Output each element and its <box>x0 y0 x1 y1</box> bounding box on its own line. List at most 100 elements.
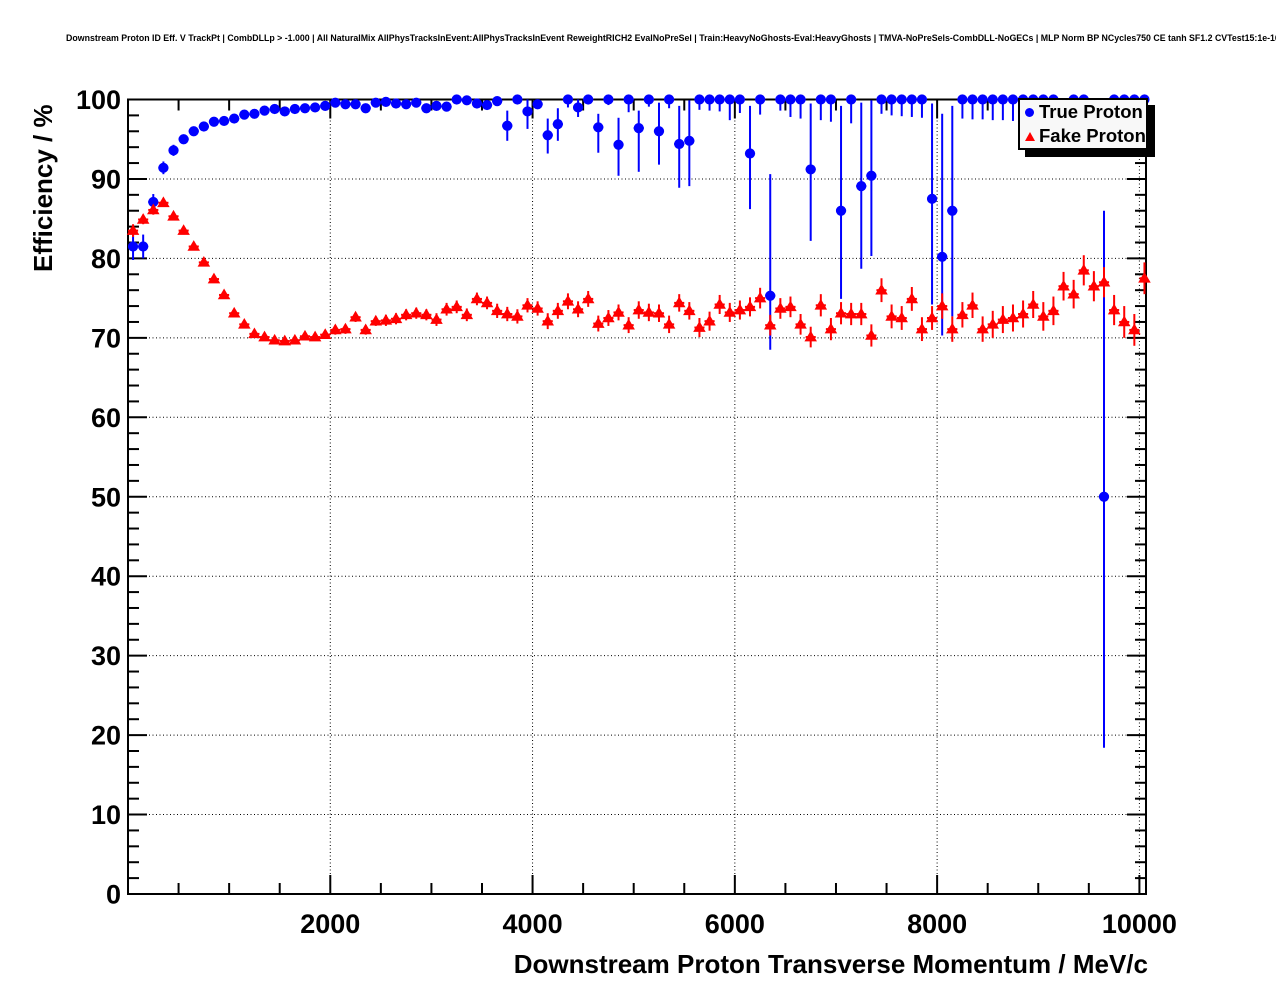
data-point <box>866 170 877 181</box>
y-tick-label: 50 <box>91 482 121 512</box>
data-point <box>289 103 300 115</box>
data-point <box>653 126 665 137</box>
data-point <box>177 224 190 235</box>
data-point <box>835 205 847 216</box>
data-point <box>906 94 917 105</box>
data-point <box>208 116 220 127</box>
data-point <box>512 94 523 105</box>
data-point <box>168 145 179 156</box>
y-tick-label: 60 <box>91 403 121 433</box>
data-point <box>1098 491 1110 502</box>
data-point <box>329 323 342 335</box>
data-point <box>795 94 806 105</box>
data-point <box>915 322 929 334</box>
legend[interactable]: True Proton Fake Proton <box>1018 98 1148 150</box>
data-point <box>662 317 676 329</box>
legend-label-fake-proton: Fake Proton <box>1039 125 1146 146</box>
data-point <box>178 134 189 145</box>
data-point <box>581 292 595 304</box>
data-point <box>794 317 807 329</box>
data-point <box>583 94 594 105</box>
y-tick-labels: 0 10 20 30 40 50 60 70 80 90 100 <box>76 85 121 910</box>
data-point <box>157 196 170 208</box>
data-point <box>217 288 231 300</box>
data-point <box>501 307 514 319</box>
data-point <box>825 94 837 105</box>
data-point <box>956 308 969 320</box>
data-point <box>480 296 494 308</box>
data-point <box>774 302 787 313</box>
data-point <box>865 329 878 340</box>
data-point <box>947 205 958 216</box>
data-point <box>167 209 180 221</box>
data-point <box>229 113 240 124</box>
data-point <box>674 138 685 150</box>
data-point <box>541 314 555 326</box>
data-point <box>430 313 443 324</box>
data-point <box>158 162 169 173</box>
data-point <box>269 103 280 115</box>
data-point <box>268 333 281 345</box>
data-point <box>502 120 513 131</box>
x-tick-label: 6000 <box>705 909 765 939</box>
data-point <box>572 102 584 113</box>
data-point <box>592 317 605 328</box>
data-point <box>693 321 706 332</box>
data-point <box>966 298 979 310</box>
true-proton-marker-icon <box>1025 107 1034 117</box>
x-tick-labels: 2000 4000 6000 8000 10000 <box>300 909 1177 939</box>
data-point <box>713 298 726 309</box>
data-point <box>885 310 898 321</box>
legend-entry-fake-proton[interactable]: Fake Proton <box>1020 124 1146 148</box>
data-point <box>451 94 462 105</box>
data-point <box>187 240 201 251</box>
data-point <box>834 306 848 318</box>
data-point <box>562 94 574 105</box>
data-point <box>380 96 392 107</box>
data-point <box>531 302 544 313</box>
data-point <box>612 306 625 317</box>
data-point <box>359 323 372 335</box>
data-point <box>844 307 858 319</box>
data-point <box>642 306 656 317</box>
data-point <box>895 311 908 323</box>
data-point <box>622 318 635 330</box>
data-point <box>542 130 553 141</box>
data-point <box>1117 315 1131 327</box>
x-tick-label: 10000 <box>1102 909 1177 939</box>
data-point <box>511 310 524 321</box>
y-tick-label: 40 <box>91 562 121 592</box>
data-point <box>1128 323 1141 335</box>
data-point <box>127 241 139 252</box>
data-point <box>207 272 221 284</box>
data-point <box>401 99 412 110</box>
data-point <box>704 94 715 105</box>
data-point <box>996 313 1010 324</box>
data-point <box>613 139 624 150</box>
data-point <box>258 330 271 342</box>
data-point <box>299 103 311 114</box>
data-point <box>308 330 322 342</box>
data-point <box>1006 311 1020 323</box>
fake-proton-marker-icon <box>1024 131 1035 141</box>
data-point <box>643 94 654 105</box>
data-point <box>1107 303 1121 315</box>
data-point <box>886 94 897 105</box>
y-tick-label: 80 <box>91 244 121 274</box>
data-point <box>492 95 503 107</box>
data-point <box>743 300 757 312</box>
data-point <box>259 105 270 116</box>
data-point <box>370 97 381 108</box>
legend-entry-true-proton[interactable]: True Proton <box>1020 100 1146 124</box>
data-point <box>298 329 312 341</box>
data-point <box>876 94 887 105</box>
data-point <box>663 94 675 105</box>
data-point <box>977 94 988 105</box>
data-point <box>916 94 928 105</box>
data-point <box>360 103 371 114</box>
data-point <box>521 298 534 310</box>
data-point <box>684 135 695 146</box>
data-point <box>481 99 493 111</box>
data-point <box>1016 307 1030 319</box>
